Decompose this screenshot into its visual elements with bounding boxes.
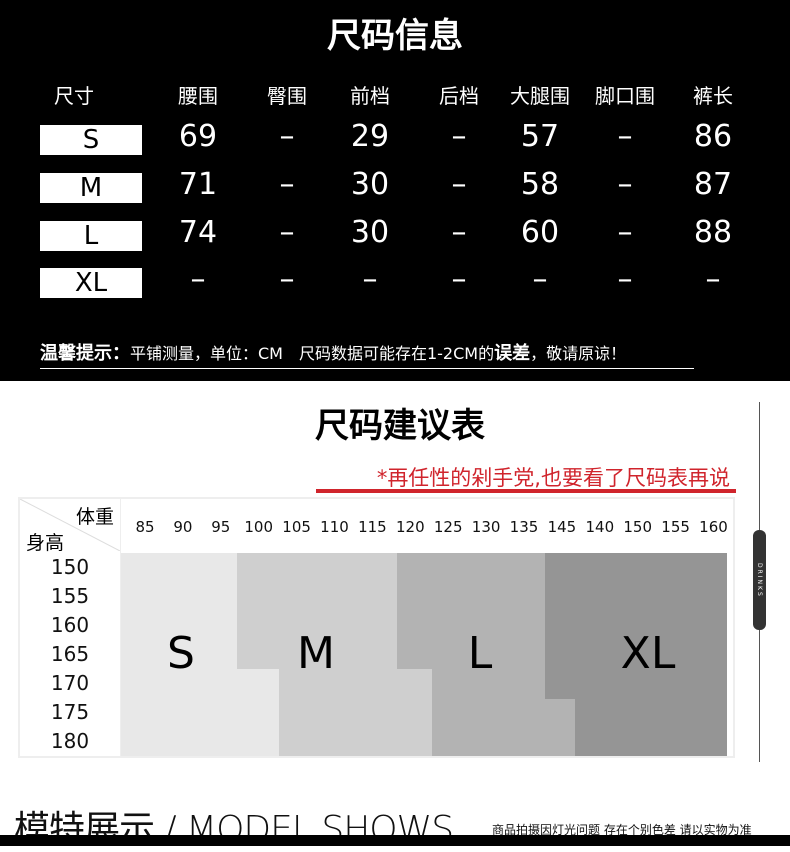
size-value: 88 — [693, 215, 733, 250]
size-value: – — [617, 119, 633, 154]
weight-tick: 115 — [358, 518, 387, 536]
size-value: – — [279, 167, 295, 202]
side-badge: DRINKS — [753, 530, 766, 630]
weight-tick: 85 — [135, 518, 155, 536]
size-value: 30 — [350, 215, 390, 250]
size-value: 74 — [178, 215, 218, 250]
weight-tick: 100 — [244, 518, 274, 536]
column-header: 尺寸 — [54, 84, 94, 108]
weight-tick: 120 — [395, 518, 425, 536]
notice-end: ，敬请原谅！ — [530, 344, 627, 363]
measurement-notice: 温馨提示：平铺测量，单位：CM 尺码数据可能存在1-2CM的误差，敬请原谅！ — [40, 339, 694, 369]
weight-tick: 125 — [433, 518, 463, 536]
size-region-l — [397, 553, 545, 669]
size-recommend-table — [18, 497, 735, 758]
height-tick: 160 — [50, 613, 90, 637]
weight-tick: 105 — [282, 518, 311, 536]
size-value: – — [279, 215, 295, 250]
weight-tick: 140 — [585, 518, 615, 536]
size-region-xl — [545, 553, 727, 699]
size-value: – — [451, 119, 467, 154]
size-label: M — [40, 173, 142, 203]
column-header: 脚口围 — [595, 84, 655, 108]
size-value: – — [451, 167, 467, 202]
weight-tick: 135 — [509, 518, 539, 536]
column-header: 后档 — [439, 84, 479, 108]
size-region-s — [121, 553, 237, 756]
column-header: 腰围 — [178, 84, 218, 108]
size-region-label: XL — [620, 628, 676, 679]
height-tick: 150 — [50, 555, 90, 579]
size-value: – — [617, 167, 633, 202]
height-tick: 175 — [50, 700, 90, 724]
weight-label: 体重 — [76, 506, 115, 528]
size-value: 30 — [350, 167, 390, 202]
size-value: – — [617, 262, 633, 297]
diagonal-divider — [20, 499, 120, 551]
size-value: – — [451, 262, 467, 297]
size-value: – — [451, 215, 467, 250]
weight-tick: 95 — [211, 518, 231, 536]
weight-tick: 155 — [661, 518, 690, 536]
size-value: 86 — [693, 119, 733, 154]
column-header: 前档 — [350, 84, 390, 108]
size-value: – — [279, 119, 295, 154]
weight-tick: 150 — [623, 518, 653, 536]
slogan: *再任性的剁手党,也要看了尺码表再说 — [376, 466, 730, 490]
height-tick: 170 — [50, 671, 90, 695]
notice-label: 温馨提示： — [40, 343, 130, 364]
weight-tick: 90 — [173, 518, 193, 536]
height-tick: 180 — [50, 729, 90, 753]
size-label: S — [40, 125, 142, 155]
column-header: 臀围 — [267, 84, 307, 108]
size-value: – — [190, 262, 206, 297]
size-value: 60 — [520, 215, 560, 250]
weight-tick: 145 — [547, 518, 577, 536]
size-value: 29 — [350, 119, 390, 154]
size-value: 57 — [520, 119, 560, 154]
height-label: 身高 — [26, 532, 65, 554]
size-value: – — [617, 215, 633, 250]
size-label: XL — [40, 268, 142, 298]
recommend-title: 尺码建议表 — [315, 406, 485, 446]
weight-tick: 110 — [320, 518, 349, 536]
slogan-underline — [316, 489, 736, 493]
weight-tick: 160 — [699, 518, 728, 536]
size-region-label: L — [467, 628, 493, 679]
size-region-m — [237, 553, 397, 669]
column-divider — [120, 499, 121, 756]
size-value: 71 — [178, 167, 218, 202]
size-info-section: 尺码信息 尺寸 腰围 臀围 前档 后档 大腿围 脚口围 裤长 S 69 – 29 – 57 – 86 M 71 –… — [0, 0, 790, 381]
size-info-title: 尺码信息 — [327, 16, 463, 56]
size-region-label: M — [297, 628, 335, 679]
size-region-label: S — [167, 628, 195, 679]
size-region-m — [279, 669, 432, 756]
size-value: 69 — [178, 119, 218, 154]
bottom-bar — [0, 835, 790, 846]
size-label: L — [40, 221, 142, 251]
column-header: 大腿围 — [510, 84, 570, 108]
color-notice: 商品拍摄因灯光问题 存在个别色差 请以实物为准 — [492, 823, 752, 837]
size-value: – — [362, 262, 378, 297]
size-value: 58 — [520, 167, 560, 202]
column-header: 裤长 — [693, 84, 733, 108]
notice-text: 平铺测量，单位：CM 尺码数据可能存在1-2CM的 — [130, 344, 495, 363]
weight-tick: 130 — [471, 518, 501, 536]
size-region-xl — [575, 699, 727, 756]
size-value: 87 — [693, 167, 733, 202]
size-value: – — [705, 262, 721, 297]
size-value: – — [279, 262, 295, 297]
notice-bold: 误差 — [494, 343, 531, 364]
height-tick: 165 — [50, 642, 90, 666]
height-tick: 155 — [50, 584, 90, 608]
size-value: – — [532, 262, 548, 297]
